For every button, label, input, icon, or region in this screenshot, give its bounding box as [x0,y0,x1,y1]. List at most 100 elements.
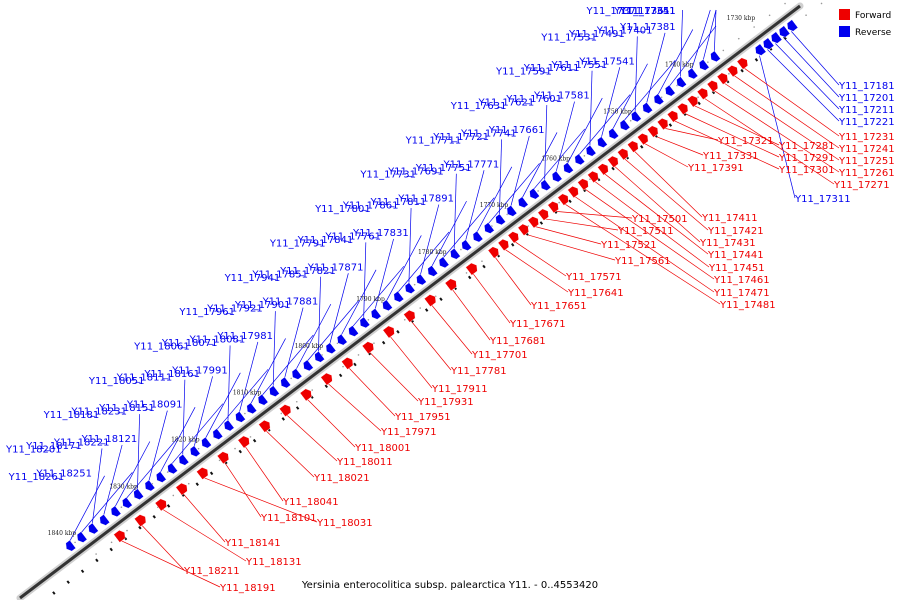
leader-line [137,414,140,491]
gene-label: Y11_17431 [699,238,756,249]
reverse-gene-arrow [133,488,144,500]
reverse-gene-arrow [763,37,775,50]
leader-line [663,127,719,141]
leader-line [723,82,840,161]
tick-dot [110,541,113,544]
gene-shape [196,467,209,480]
feature-mark [324,384,328,389]
leader-line [657,29,694,96]
gene-label: Y11_17501 [631,214,688,225]
tick-dot [249,436,252,438]
reverse-gene-arrow [110,505,122,518]
leader-line [634,36,638,113]
leader-line [623,158,709,231]
reverse-gene-arrow [517,196,529,208]
gene-shape [627,140,639,153]
gene-label: Y11_17951 [394,412,451,423]
gene-label: Y11_17491 [568,29,625,40]
feature-mark [539,221,544,225]
gene-shape [110,505,122,518]
reverse-gene-arrow [314,351,325,363]
kbp-tick-label: 1830 kbp [109,483,138,490]
leader-line [499,139,502,216]
leader-line [646,32,666,104]
leader-line [148,410,168,482]
gene-shape [325,342,337,354]
gene-arrows [65,19,799,552]
gene-shape [607,155,619,168]
gene-shape [393,290,405,303]
gene-shape [631,110,642,123]
tick-dot [737,37,740,40]
tick-dot [367,318,370,321]
reverse-gene-arrow [438,256,450,269]
gene-shape [341,357,354,370]
gene-label: Y11_18031 [316,518,373,529]
leader-line [673,120,780,170]
tick-dot [660,96,663,99]
gene-label: Y11_17831 [352,228,409,239]
forward-gene-arrow [557,193,569,206]
leader-line [566,97,603,164]
reverse-gene-arrow [99,514,111,526]
gene-shape [696,87,709,100]
leader-line [613,165,701,243]
kbp-tick-label: 1740 kbp [665,62,694,69]
feature-mark [568,199,572,204]
gene-label: Y11_17341 [619,6,676,17]
gene-label: Y11_18181 [43,410,100,421]
gene-shape [314,351,325,363]
reverse-gene-arrow [382,299,393,311]
reverse-gene-arrow [348,325,359,337]
gene-shape [235,411,246,423]
gene-shape [154,498,167,512]
kbp-tick-label: 1810 kbp [233,390,262,397]
gene-shape [465,262,478,276]
leader-line [510,135,530,207]
feature-mark [668,123,673,127]
forward-gene-arrow [567,186,579,199]
leader-line [653,135,704,156]
gene-shape [156,471,167,483]
reverse-gene-arrow [472,230,484,243]
tick-dot [820,2,823,5]
tick-dot [172,494,175,497]
feature-mark [281,417,285,421]
forward-gene-arrow [258,419,271,433]
leader-line [419,204,440,276]
gene-shape [370,308,382,320]
gene-shape [617,148,629,161]
forward-gene-arrow [361,341,374,355]
forward-gene-arrow [154,498,167,512]
forward-gene-arrow [686,95,699,108]
forward-gene-arrow [716,72,729,85]
leader-line [593,180,710,268]
leader-line [713,90,840,173]
leader-line [408,208,412,285]
gene-shape [382,299,393,311]
leader-line [329,273,349,345]
gene-shape [461,239,472,251]
forward-gene-arrow [134,514,147,527]
leader-line [244,445,284,502]
gene-label: Y11_17211 [838,105,895,116]
leader-line [80,472,133,534]
tick-dot [120,506,123,508]
tick-dot [629,119,632,122]
gene-shape [778,25,791,38]
gene-shape [770,31,783,44]
leader-line [683,112,780,158]
gene-shape [444,278,457,292]
tick-dot [197,447,200,450]
reverse-gene-arrow [235,411,246,423]
legend-forward-label: Forward [855,11,891,21]
gene-label: Y11_17671 [509,319,566,330]
leader-line [521,132,558,199]
gene-label: Y11_17611 [523,63,580,74]
leader-line [759,55,796,199]
feature-mark [740,68,744,73]
gene-label: Y11_17961 [178,307,235,318]
feature-mark [754,57,759,62]
gene-shape [291,368,303,380]
gene-label: Y11_18171 [25,441,82,452]
